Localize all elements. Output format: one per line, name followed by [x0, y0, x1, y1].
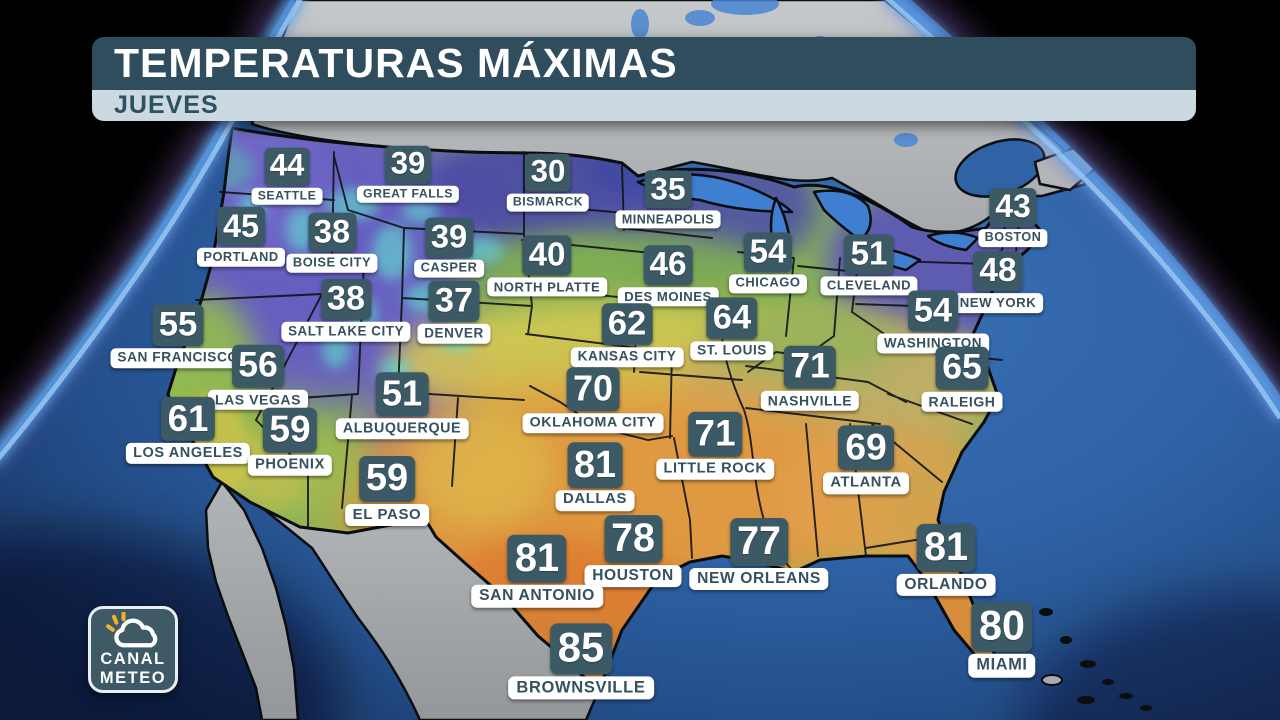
title-banner: TEMPERATURAS MÁXIMAS JUEVES [92, 37, 1196, 121]
canal-meteo-logo: CANAL METEO [88, 606, 178, 693]
sun-cloud-icon [106, 612, 158, 648]
page-title: TEMPERATURAS MÁXIMAS [114, 40, 678, 86]
day-subtitle: JUEVES [114, 91, 219, 119]
logo-line1: CANAL [100, 650, 166, 668]
logo-line2: METEO [99, 669, 167, 688]
great-salt-lake [337, 279, 363, 293]
subtitle-bar: JUEVES [92, 90, 1196, 121]
bahamas-islands [1039, 608, 1152, 711]
title-bar: TEMPERATURAS MÁXIMAS [92, 37, 1196, 90]
